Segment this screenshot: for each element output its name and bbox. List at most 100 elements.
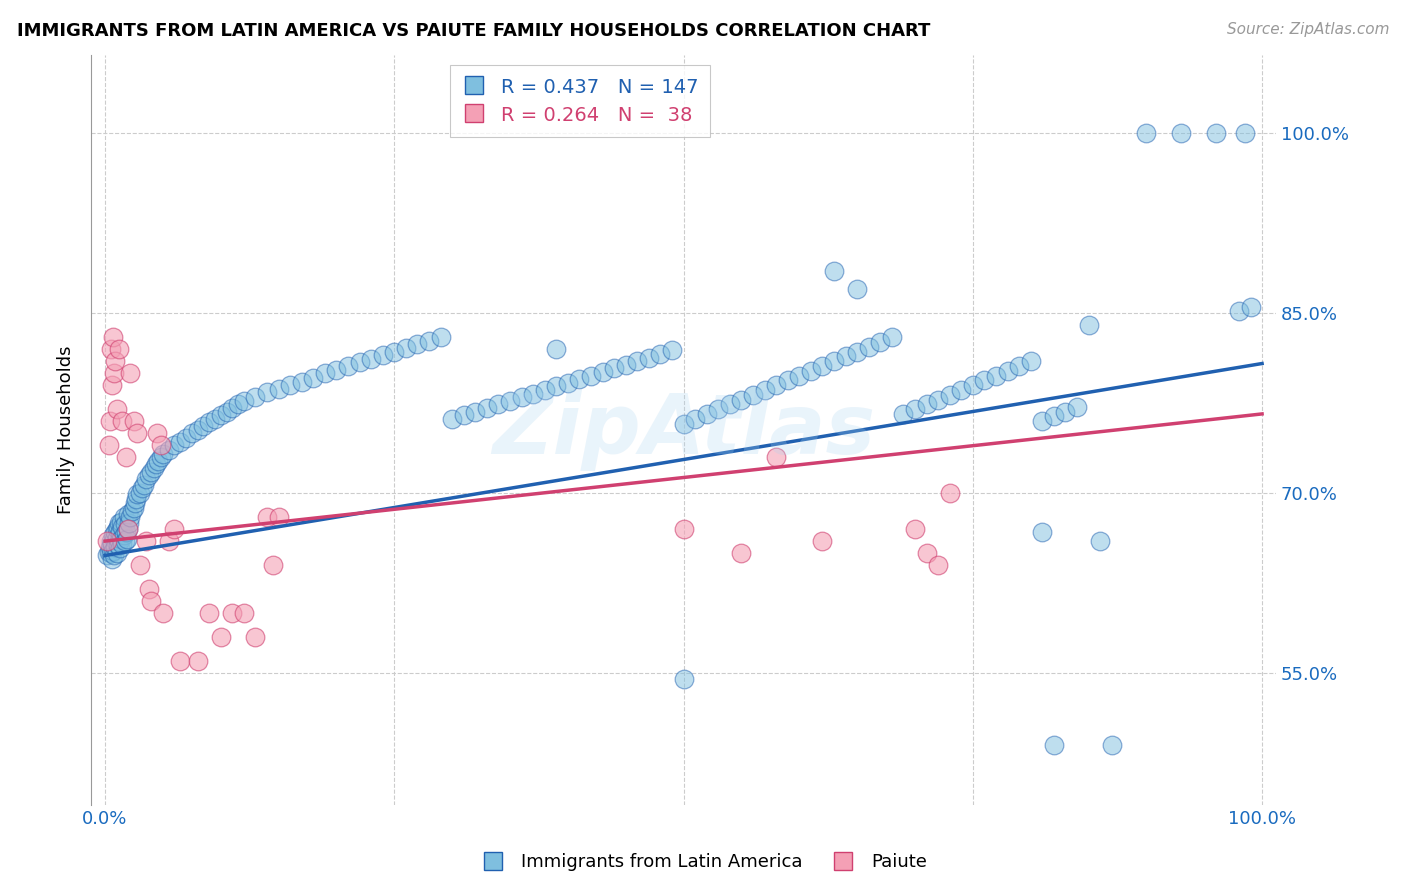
Point bbox=[464, 404, 486, 418]
Point bbox=[579, 368, 602, 383]
Point bbox=[138, 468, 160, 483]
Point bbox=[104, 524, 127, 539]
Point bbox=[1043, 409, 1066, 424]
Point bbox=[904, 402, 927, 417]
Point bbox=[1077, 318, 1099, 332]
Point bbox=[135, 472, 157, 486]
Point bbox=[488, 397, 510, 411]
Point bbox=[100, 342, 122, 356]
Point bbox=[811, 359, 834, 373]
Point bbox=[114, 517, 136, 532]
Point bbox=[314, 366, 336, 380]
Point bbox=[105, 522, 128, 536]
Point bbox=[209, 408, 232, 422]
Point bbox=[111, 414, 134, 428]
Point bbox=[1088, 534, 1111, 549]
Point bbox=[101, 378, 124, 392]
Point bbox=[1054, 404, 1077, 418]
Point bbox=[124, 496, 146, 510]
Point bbox=[475, 401, 498, 415]
Point bbox=[112, 510, 135, 524]
Point bbox=[232, 606, 254, 620]
Point bbox=[148, 453, 170, 467]
Point bbox=[103, 532, 125, 546]
Point bbox=[904, 522, 927, 536]
Point bbox=[149, 450, 172, 464]
Point bbox=[915, 546, 938, 560]
Point bbox=[187, 654, 209, 668]
Point bbox=[127, 426, 149, 441]
Point bbox=[846, 344, 869, 359]
Point bbox=[846, 282, 869, 296]
Point bbox=[1066, 400, 1088, 414]
Text: IMMIGRANTS FROM LATIN AMERICA VS PAIUTE FAMILY HOUSEHOLDS CORRELATION CHART: IMMIGRANTS FROM LATIN AMERICA VS PAIUTE … bbox=[17, 22, 931, 40]
Point bbox=[1043, 738, 1066, 752]
Point bbox=[696, 407, 718, 421]
Point bbox=[938, 388, 960, 402]
Point bbox=[672, 522, 695, 536]
Point bbox=[204, 411, 226, 425]
Point bbox=[245, 630, 267, 644]
Point bbox=[112, 528, 135, 542]
Point bbox=[441, 411, 464, 425]
Point bbox=[138, 582, 160, 596]
Point bbox=[256, 510, 278, 524]
Point bbox=[568, 372, 591, 386]
Point bbox=[209, 630, 232, 644]
Point bbox=[101, 330, 124, 344]
Point bbox=[962, 378, 984, 392]
Point bbox=[115, 450, 138, 464]
Point bbox=[97, 545, 120, 559]
Point bbox=[169, 434, 191, 449]
Point bbox=[145, 458, 167, 472]
Point bbox=[718, 397, 741, 411]
Point bbox=[650, 347, 672, 361]
Point bbox=[215, 404, 238, 418]
Point bbox=[557, 376, 579, 390]
Point bbox=[765, 450, 787, 464]
Point bbox=[406, 337, 429, 351]
Point bbox=[180, 426, 202, 441]
Point bbox=[101, 552, 124, 566]
Point bbox=[141, 465, 163, 479]
Point bbox=[122, 500, 145, 515]
Text: ZipAtlas: ZipAtlas bbox=[492, 390, 875, 471]
Point bbox=[893, 407, 915, 421]
Point bbox=[614, 358, 637, 372]
Point bbox=[869, 334, 891, 349]
Point bbox=[927, 392, 949, 407]
Point bbox=[546, 342, 568, 356]
Point bbox=[187, 423, 209, 437]
Point bbox=[108, 516, 131, 530]
Point bbox=[117, 522, 139, 536]
Point bbox=[858, 340, 880, 354]
Point bbox=[152, 446, 174, 460]
Point bbox=[117, 507, 139, 521]
Point bbox=[101, 528, 124, 542]
Point bbox=[1031, 524, 1053, 539]
Point bbox=[97, 438, 120, 452]
Point bbox=[152, 606, 174, 620]
Point bbox=[765, 378, 787, 392]
Point bbox=[371, 348, 394, 362]
Point bbox=[122, 414, 145, 428]
Point bbox=[169, 654, 191, 668]
Point bbox=[108, 534, 131, 549]
Point bbox=[1205, 126, 1227, 140]
Point bbox=[672, 417, 695, 431]
Point bbox=[787, 368, 810, 383]
Point bbox=[1170, 126, 1192, 140]
Point bbox=[118, 516, 141, 530]
Point bbox=[834, 349, 856, 363]
Point bbox=[1135, 126, 1157, 140]
Point bbox=[938, 486, 960, 500]
Legend: R = 0.437   N = 147, R = 0.264   N =  38: R = 0.437 N = 147, R = 0.264 N = 38 bbox=[450, 65, 710, 137]
Point bbox=[198, 415, 221, 429]
Point bbox=[105, 546, 128, 560]
Point bbox=[262, 558, 284, 573]
Point bbox=[730, 546, 752, 560]
Point bbox=[115, 524, 138, 539]
Point bbox=[131, 481, 153, 495]
Point bbox=[533, 383, 555, 397]
Point bbox=[174, 431, 197, 445]
